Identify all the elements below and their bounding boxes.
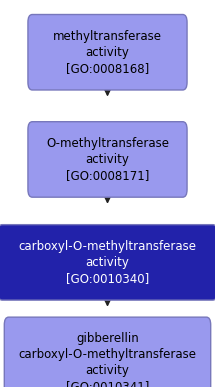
Text: methyltransferase
activity
[GO:0008168]: methyltransferase activity [GO:0008168] bbox=[53, 30, 162, 75]
FancyBboxPatch shape bbox=[4, 317, 211, 387]
Text: gibberellin
carboxyl-O-methyltransferase
activity
[GO:0010341]: gibberellin carboxyl-O-methyltransferase… bbox=[18, 332, 197, 387]
FancyBboxPatch shape bbox=[28, 122, 187, 197]
FancyBboxPatch shape bbox=[0, 224, 215, 300]
Text: O-methyltransferase
activity
[GO:0008171]: O-methyltransferase activity [GO:0008171… bbox=[46, 137, 169, 182]
FancyBboxPatch shape bbox=[28, 15, 187, 90]
Text: carboxyl-O-methyltransferase
activity
[GO:0010340]: carboxyl-O-methyltransferase activity [G… bbox=[18, 240, 197, 285]
